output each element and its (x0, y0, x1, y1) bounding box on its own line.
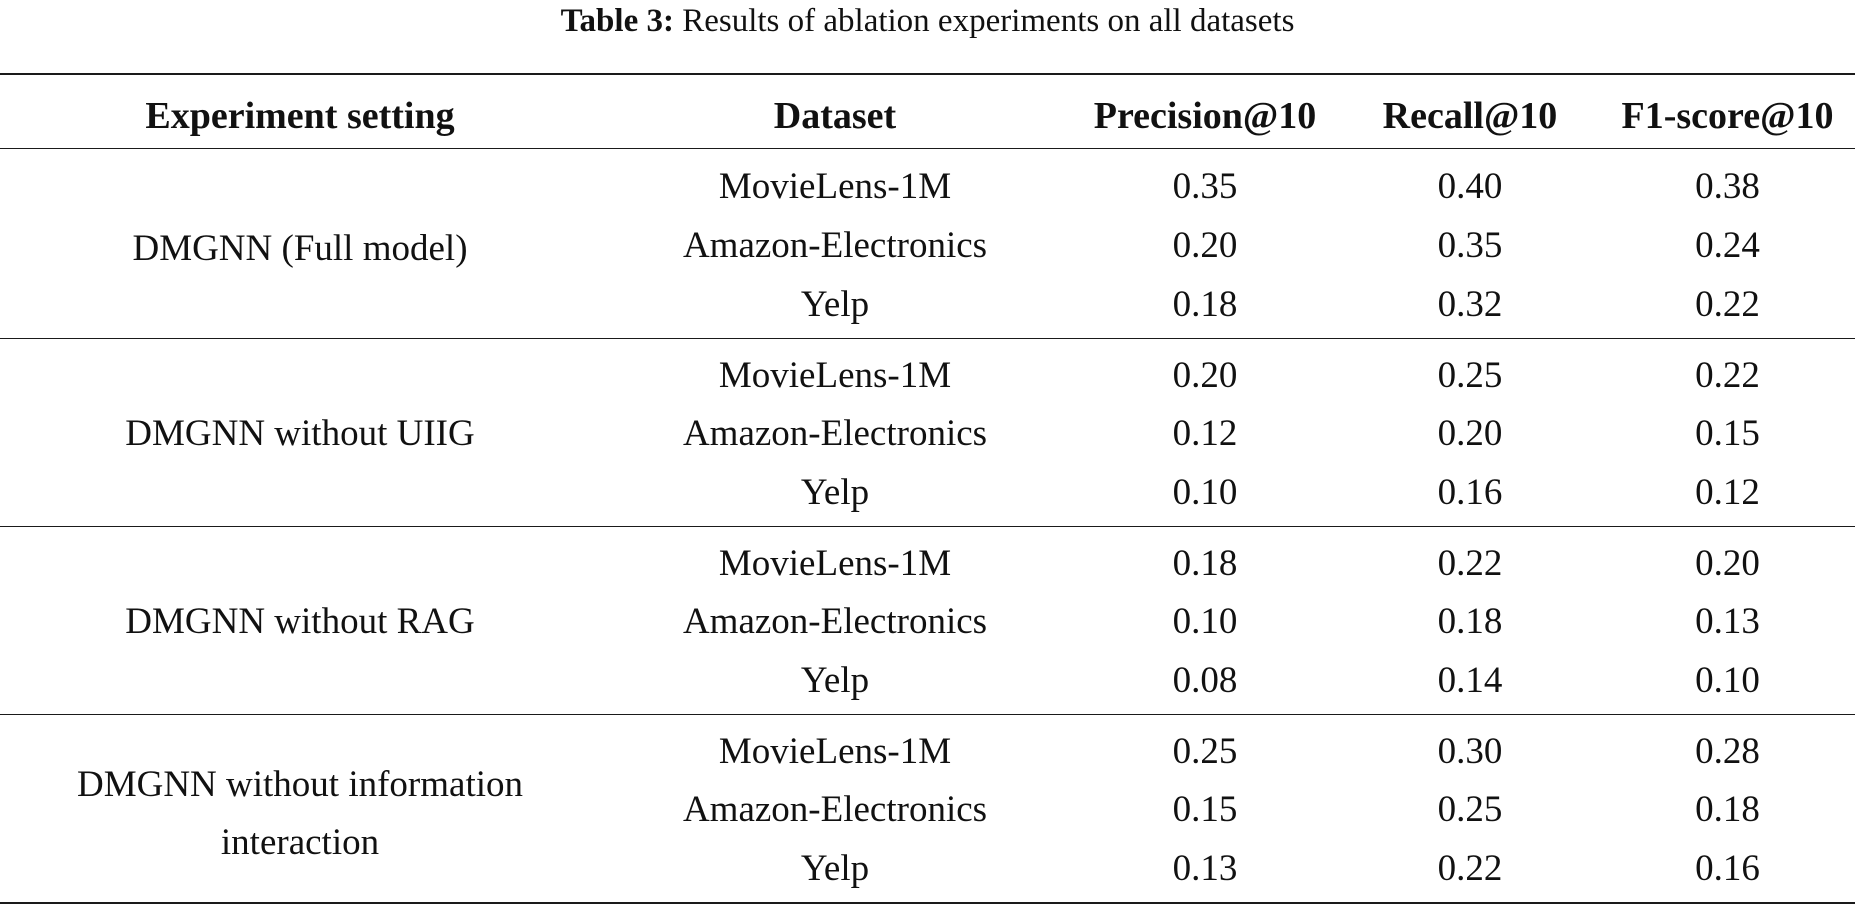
precision-cell: 0.25 (1172, 731, 1238, 772)
f1-cell: 0.38 (1695, 166, 1760, 207)
group-rule (0, 714, 1855, 715)
recall-cell: 0.25 (1437, 789, 1503, 830)
f1-cell: 0.28 (1695, 731, 1760, 772)
precision-cell: 0.20 (1172, 225, 1238, 266)
f1-cell: 0.16 (1695, 848, 1760, 889)
table-caption: Table 3: Results of ablation experiments… (0, 0, 1855, 42)
recall-cell: 0.40 (1437, 166, 1503, 207)
recall-cell: 0.32 (1437, 284, 1503, 325)
f1-cell: 0.22 (1695, 284, 1760, 325)
setting-without-information-interaction-line-2: interaction (220, 822, 380, 863)
header-rule (0, 148, 1855, 149)
f1-cell: 0.20 (1695, 543, 1760, 584)
f1-cell: 0.15 (1695, 413, 1760, 454)
recall-cell: 0.18 (1437, 601, 1503, 642)
precision-cell: 0.10 (1172, 472, 1238, 513)
f1-cell: 0.18 (1695, 789, 1760, 830)
dataset-cell: Amazon-Electronics (682, 789, 988, 830)
dataset-cell: Yelp (800, 284, 870, 325)
recall-cell: 0.14 (1437, 660, 1503, 701)
header-f1: F1-score@10 (1621, 95, 1834, 137)
header-experiment-setting: Experiment setting (145, 95, 455, 137)
dataset-cell: Yelp (800, 472, 870, 513)
precision-cell: 0.08 (1172, 660, 1238, 701)
precision-cell: 0.13 (1172, 848, 1238, 889)
f1-cell: 0.24 (1695, 225, 1760, 266)
f1-cell: 0.13 (1695, 601, 1760, 642)
recall-cell: 0.35 (1437, 225, 1503, 266)
precision-cell: 0.12 (1172, 413, 1238, 454)
dataset-cell: Amazon-Electronics (682, 413, 988, 454)
precision-cell: 0.15 (1172, 789, 1238, 830)
table-caption-text: Results of ablation experiments on all d… (682, 3, 1295, 39)
setting-full-model: DMGNN (Full model) (132, 228, 468, 269)
dataset-cell: MovieLens-1M (718, 731, 952, 772)
dataset-cell: MovieLens-1M (718, 543, 952, 584)
setting-without-information-interaction-line-1: DMGNN without information (76, 764, 524, 805)
dataset-cell: Amazon-Electronics (682, 601, 988, 642)
group-rule (0, 338, 1855, 339)
table-caption-label: Table 3: (560, 3, 674, 39)
recall-cell: 0.22 (1437, 543, 1503, 584)
dataset-cell: Yelp (800, 660, 870, 701)
recall-cell: 0.16 (1437, 472, 1503, 513)
setting-without-uiig: DMGNN without UIIG (125, 413, 475, 454)
header-recall: Recall@10 (1382, 95, 1558, 137)
f1-cell: 0.22 (1695, 355, 1760, 396)
dataset-cell: Amazon-Electronics (682, 225, 988, 266)
recall-cell: 0.25 (1437, 355, 1503, 396)
recall-cell: 0.20 (1437, 413, 1503, 454)
recall-cell: 0.22 (1437, 848, 1503, 889)
table-bottom-rule (0, 902, 1855, 904)
precision-cell: 0.20 (1172, 355, 1238, 396)
group-rule (0, 526, 1855, 527)
f1-cell: 0.12 (1695, 472, 1760, 513)
precision-cell: 0.35 (1172, 166, 1238, 207)
precision-cell: 0.10 (1172, 601, 1238, 642)
dataset-cell: Yelp (800, 848, 870, 889)
header-dataset: Dataset (773, 95, 897, 137)
table-top-rule (0, 73, 1855, 75)
recall-cell: 0.30 (1437, 731, 1503, 772)
setting-without-rag: DMGNN without RAG (125, 601, 475, 642)
precision-cell: 0.18 (1172, 543, 1238, 584)
header-precision: Precision@10 (1093, 95, 1317, 137)
dataset-cell: MovieLens-1M (718, 355, 952, 396)
precision-cell: 0.18 (1172, 284, 1238, 325)
f1-cell: 0.10 (1695, 660, 1760, 701)
dataset-cell: MovieLens-1M (718, 166, 952, 207)
